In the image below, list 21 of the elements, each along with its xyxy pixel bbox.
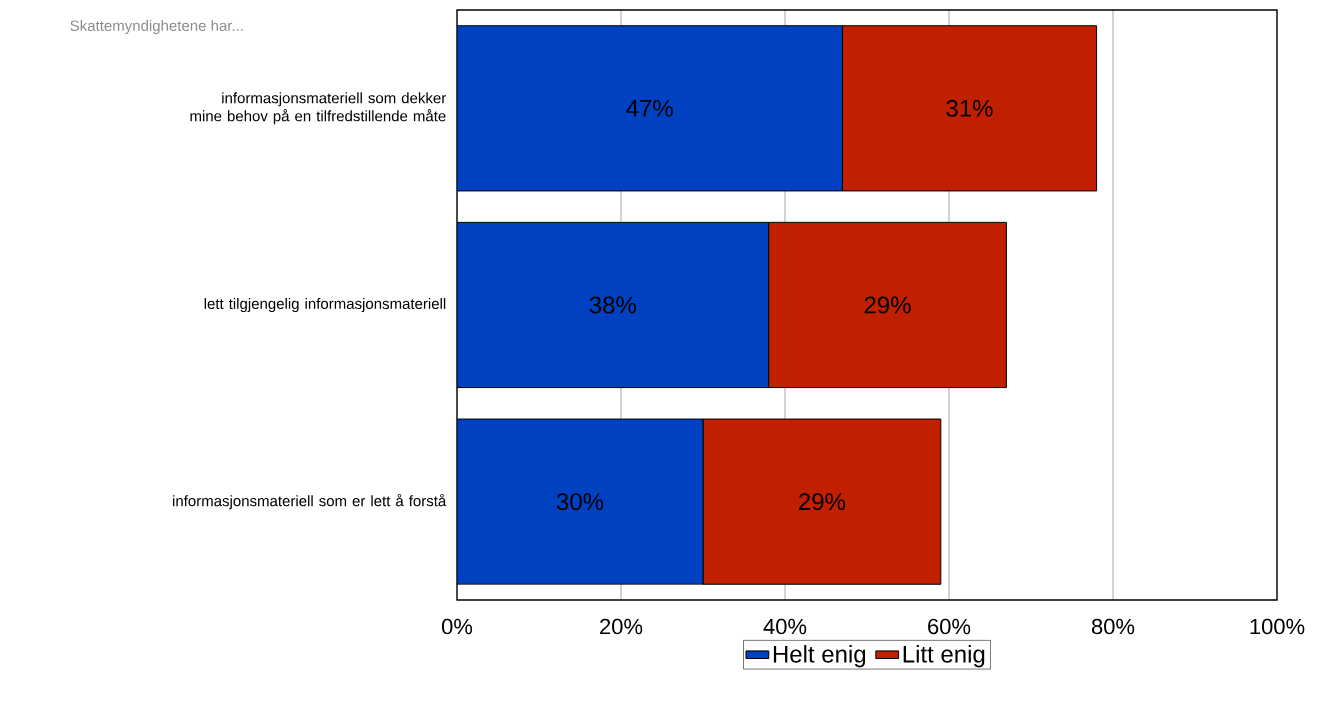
data-label: 29% (864, 296, 911, 314)
x-tick-label: 80% (1091, 618, 1135, 635)
data-label: 29% (799, 493, 846, 511)
legend-label: Litt enig (903, 645, 985, 668)
y-tick-label: informasjonsmateriell som dekker mine behov på en tilfredstillende måte (190, 92, 446, 125)
data-label: 31% (946, 99, 993, 117)
data-label: 47% (626, 99, 673, 117)
x-tick-label: 20% (600, 618, 643, 635)
x-tick-label: 100% (1250, 618, 1305, 635)
bar (457, 418, 704, 585)
x-tick-label: 60% (928, 618, 971, 635)
data-label: 30% (556, 493, 604, 511)
legend-label: Helt enig (773, 645, 866, 668)
x-tick-label: 0% (441, 618, 473, 635)
bar (457, 221, 770, 389)
y-tick-label: lett tilgjengelig informasjonsmateriell (204, 297, 446, 312)
data-label: 38% (589, 296, 636, 314)
x-tick-label: 40% (763, 618, 807, 635)
y-tick-label: informasjonsmateriell som er lett å forstå (173, 494, 447, 510)
text: Skattemyndighetene har... (70, 19, 243, 34)
bar (457, 25, 843, 192)
